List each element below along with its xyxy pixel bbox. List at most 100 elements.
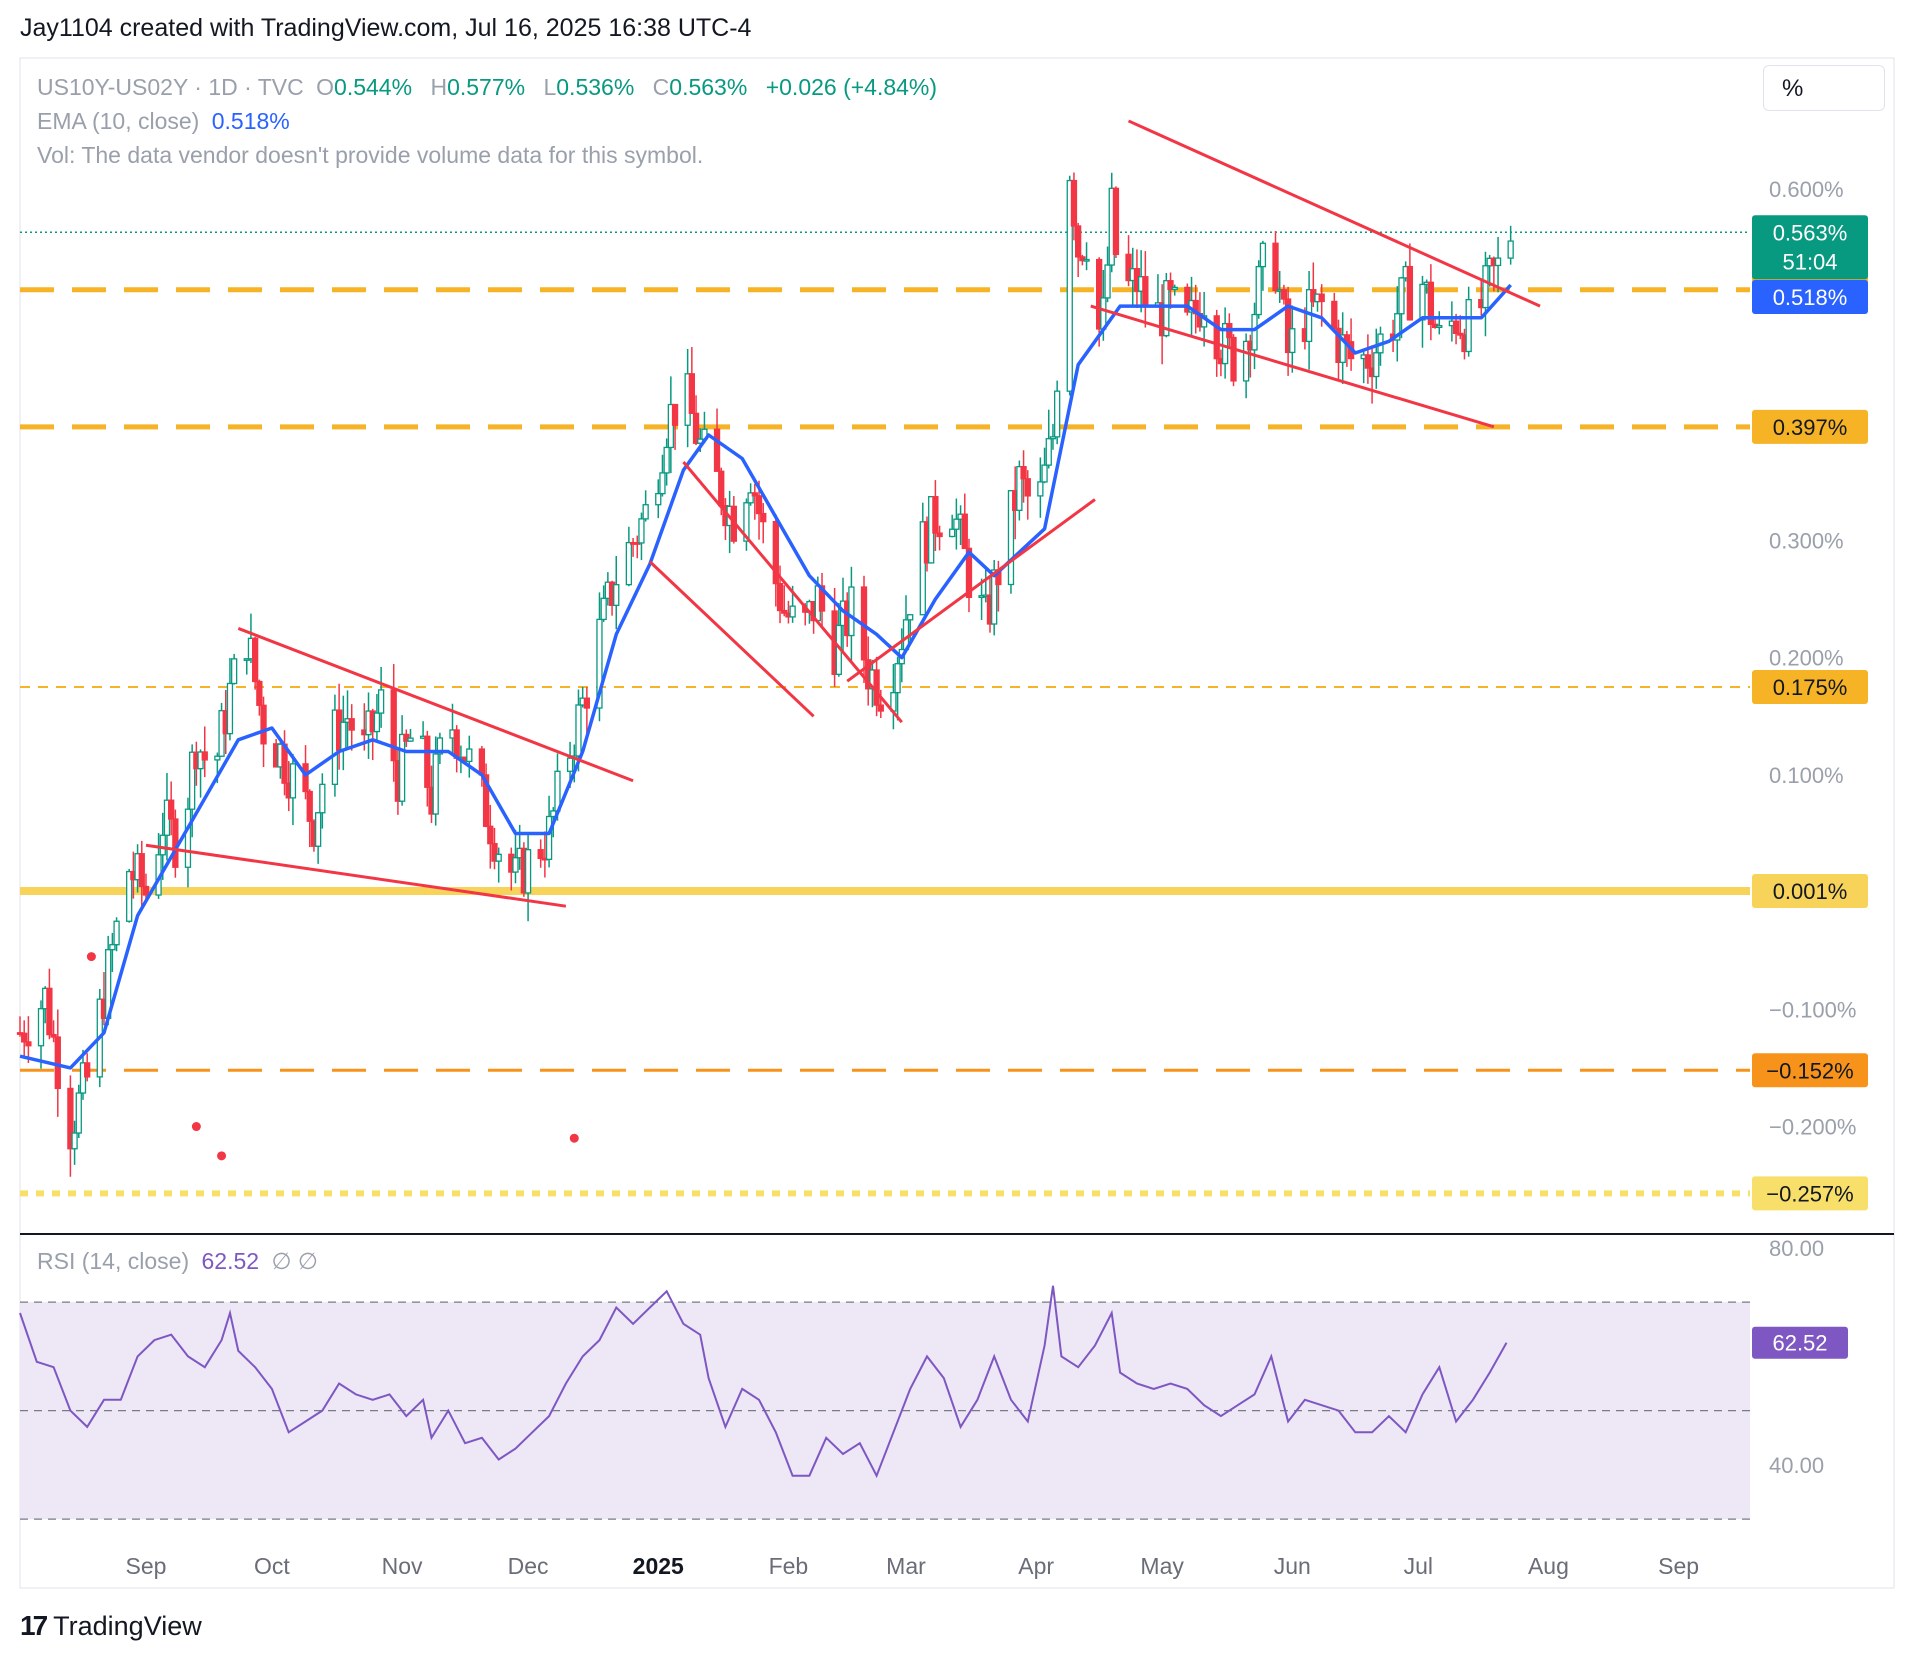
rsi-value-box (1752, 1326, 1848, 1359)
close-value: 0.563% (669, 74, 748, 100)
candle-up (126, 870, 133, 922)
candle-up (1394, 313, 1401, 341)
time-tick-label: Aug (1528, 1553, 1569, 1579)
price-tick-label: 0.300% (1769, 529, 1844, 554)
trendline (1090, 304, 1495, 429)
candle-up (1255, 265, 1262, 316)
candle-up (1016, 466, 1023, 512)
trendlines (145, 119, 1541, 908)
candle-down (1070, 179, 1078, 227)
candle-up (319, 783, 326, 814)
candle-up (226, 682, 234, 735)
price-axis: 0.600% 0.300% 0.200% 0.100% −0.100% −0.200% 0.… (1752, 177, 1868, 1211)
candle-down (201, 751, 208, 761)
candle-down (487, 825, 494, 845)
candle-up (436, 737, 444, 755)
candle-down (781, 609, 788, 614)
candle-up (1163, 280, 1170, 337)
candle-up (1045, 438, 1052, 466)
candle-down (776, 582, 784, 612)
candle-down (1079, 256, 1086, 262)
price-tick-label: −0.100% (1769, 997, 1856, 1022)
candle-up (1465, 298, 1472, 353)
ema-label[interactable]: EMA (10, close) (37, 108, 200, 134)
candle-up (214, 755, 221, 761)
rsi-pane: 80.00 40.00 62.52 (19, 1236, 1848, 1520)
ema-line (19, 283, 1513, 1070)
time-axis: Sep Oct Nov Dec 2025 Feb Mar Apr May Jun Jul Aug Sep (126, 1553, 1700, 1579)
candle-up (789, 605, 796, 618)
candle-up (524, 849, 532, 894)
candle-down (491, 842, 498, 862)
candle-down (932, 496, 939, 534)
candle-down (1075, 225, 1082, 258)
candle-up (1104, 264, 1111, 299)
candle-up (1251, 313, 1258, 351)
candle-down (692, 412, 700, 444)
time-tick-label: Nov (382, 1553, 423, 1579)
tradingview-logo-icon[interactable]: 17 (20, 1610, 48, 1641)
candle-up (512, 857, 519, 873)
candle-up (340, 721, 347, 751)
candle-down (877, 704, 884, 712)
candle-up (747, 492, 754, 504)
candle-down (1230, 336, 1237, 382)
candle-down (1457, 332, 1464, 336)
candle-down (1364, 354, 1372, 369)
last-price-label: 0.563% (1773, 220, 1848, 245)
candle-up (314, 812, 322, 847)
candle-up (1066, 179, 1073, 392)
candle-down (256, 680, 263, 706)
candle-up (545, 815, 553, 860)
candle-up (919, 521, 926, 616)
candle-up (1289, 328, 1296, 354)
candle-down (671, 403, 679, 426)
trendline (682, 461, 903, 724)
candle-down (424, 735, 431, 788)
candle-up (1041, 464, 1048, 483)
change-value: +0.026 (+4.84%) (765, 74, 938, 100)
candle-up (289, 763, 297, 799)
chart-frame (19, 57, 1895, 1589)
candle-down (1272, 242, 1279, 292)
candle-up (1494, 257, 1502, 267)
level-label: −0.152% (1766, 1058, 1853, 1083)
rsi-label[interactable]: RSI (14, close) (37, 1248, 190, 1274)
trendline (648, 560, 815, 718)
candle-up (1436, 324, 1443, 328)
rsi-tick-label: 40.00 (1769, 1453, 1824, 1478)
symbol-label[interactable]: US10Y-US02Y · 1D · TVC (37, 74, 304, 100)
candle-down (961, 513, 968, 550)
trendline (846, 498, 1096, 683)
candle-down (251, 637, 259, 683)
brand-name[interactable]: TradingView (53, 1610, 202, 1641)
candle-up (373, 712, 381, 733)
candle-up (613, 584, 620, 606)
scale-percent-button[interactable]: % (1763, 65, 1885, 111)
rsi-tick-label: 80.00 (1769, 1236, 1824, 1261)
candle-down (1020, 466, 1027, 480)
candle-down (84, 1062, 91, 1078)
candle-down (348, 718, 355, 731)
candle-up (1049, 436, 1057, 440)
candle-up (1398, 277, 1405, 315)
level-label: 0.397% (1773, 415, 1848, 440)
time-tick-label: Mar (886, 1553, 926, 1579)
candle-down (168, 799, 175, 820)
candle-up (398, 733, 406, 802)
candle-down (537, 849, 544, 860)
time-tick-label: Apr (1018, 1553, 1054, 1579)
candle-down (54, 1036, 61, 1090)
ema-value: 0.518% (211, 108, 290, 134)
candle-down (1452, 320, 1460, 335)
volume-note: Vol: The data vendor doesn't provide vol… (37, 142, 704, 168)
candle-up (907, 614, 914, 621)
horizontal-levels (20, 287, 1750, 1197)
candle-down (1096, 258, 1103, 330)
candle-down (936, 532, 943, 538)
candle-up (663, 446, 670, 474)
price-tick-label: 0.600% (1769, 177, 1844, 202)
signal-dot (86, 952, 96, 962)
low-value: 0.536% (556, 74, 635, 100)
candle-down (172, 818, 179, 868)
